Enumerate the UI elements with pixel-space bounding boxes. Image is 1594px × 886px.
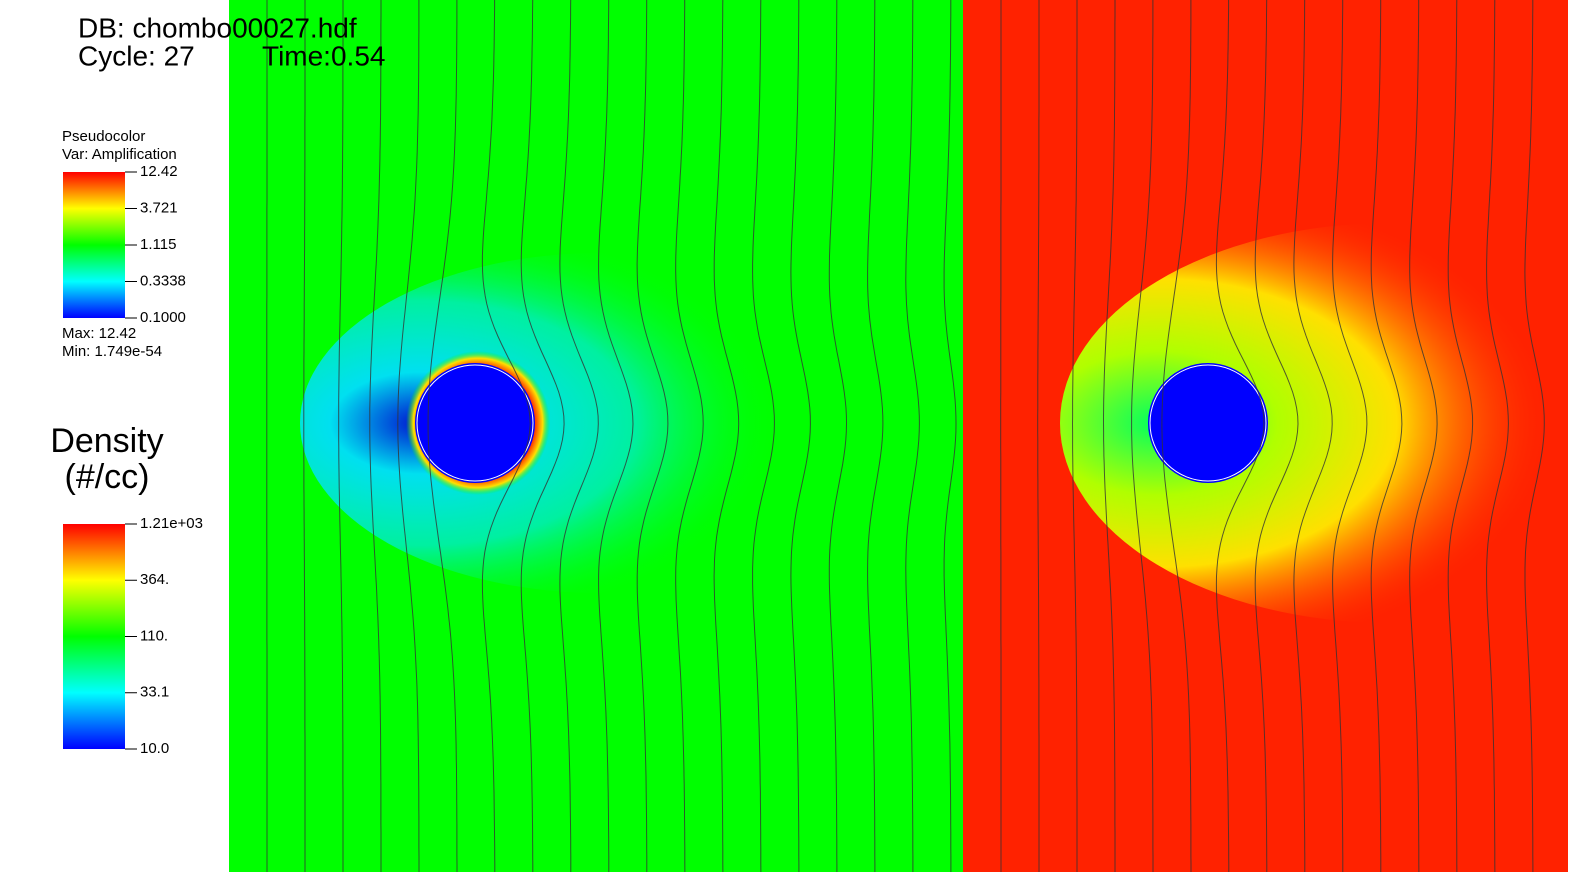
tick-label: 10.0 (140, 740, 169, 757)
streamline (752, 0, 775, 873)
streamline (1215, 0, 1265, 872)
tick-label: 1.21e+03 (140, 515, 203, 532)
legend-var: Var: Amplification (62, 146, 177, 163)
streamline (303, 0, 306, 872)
streamline (1370, 0, 1403, 872)
streamline (1409, 0, 1438, 873)
streamline (520, 0, 565, 872)
streamline (397, 0, 420, 872)
streamline (1332, 0, 1368, 872)
streamline (790, 0, 811, 872)
streamline (1071, 0, 1078, 872)
streamline (1486, 0, 1509, 873)
tick-label: 364. (140, 571, 169, 588)
legend-plot: Pseudocolor (62, 128, 145, 145)
streamline (867, 0, 884, 872)
streamline (1447, 0, 1474, 873)
streamline (1161, 0, 1192, 872)
amplification-ticks: 12.42 3.721 1.115 0.3338 0.1000 (125, 163, 186, 326)
streamline (1254, 0, 1299, 872)
streamline (1131, 0, 1154, 872)
streamline (1037, 0, 1040, 872)
field-left (229, 0, 963, 872)
streamline (905, 0, 920, 872)
streamlines (266, 0, 1545, 873)
tick-label: 110. (140, 627, 168, 644)
streamline (559, 0, 599, 872)
legend-max: Max: 12.42 (62, 325, 136, 342)
streamline (828, 0, 848, 872)
streamline (713, 0, 740, 873)
streamline (369, 0, 382, 872)
db-label: DB: chombo00027.hdf (78, 12, 357, 43)
streamline (1293, 0, 1333, 872)
amplification-colorbar (63, 172, 125, 318)
legend-min: Min: 1.749e-54 (62, 343, 162, 360)
streamline (427, 0, 458, 872)
tick-label: 12.42 (140, 163, 178, 180)
time-label: Time:0.54 (262, 40, 385, 71)
streamline (481, 0, 531, 872)
streamline (1103, 0, 1116, 872)
density-ticks: 1.21e+03 364. 110. 33.1 10.0 (125, 515, 203, 757)
tick-label: 1.115 (140, 236, 176, 253)
tick-label: 0.1000 (140, 309, 186, 326)
density-colorbar (63, 524, 125, 749)
streamline (675, 0, 704, 873)
density-title: Density (50, 422, 163, 460)
tick-label: 3.721 (140, 199, 178, 216)
streamline (636, 0, 669, 872)
cycle-label: Cycle: 27 (78, 40, 195, 71)
tick-label: 0.3338 (140, 272, 186, 289)
density-units: (#/cc) (65, 458, 150, 496)
streamline (943, 0, 957, 872)
tick-label: 33.1 (140, 684, 169, 701)
streamline (338, 0, 344, 872)
streamline (598, 0, 634, 872)
field-right (963, 0, 1594, 872)
streamline (1524, 0, 1545, 872)
